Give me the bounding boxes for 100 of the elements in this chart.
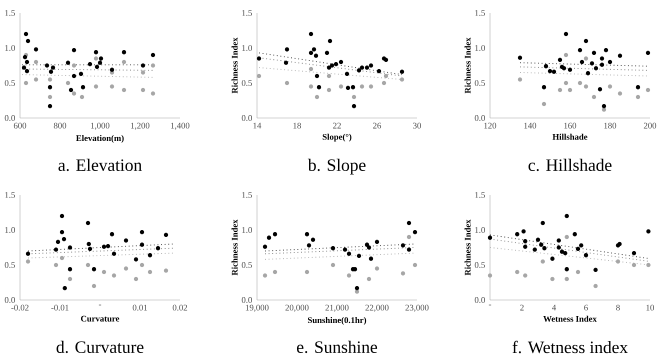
point <box>314 74 320 78</box>
point <box>360 84 364 89</box>
point <box>600 56 604 61</box>
x-tick-label: 1,000 <box>91 122 110 130</box>
point <box>330 262 336 268</box>
point <box>56 240 60 244</box>
point <box>368 84 374 89</box>
point <box>308 32 314 36</box>
point <box>316 85 322 90</box>
point <box>592 94 596 100</box>
x-tick-label: 10 <box>646 304 654 311</box>
point <box>304 232 310 236</box>
point <box>572 232 577 236</box>
x-tick-label: 22 <box>333 122 341 128</box>
point <box>86 220 90 226</box>
point <box>515 232 520 236</box>
point <box>590 61 594 66</box>
point <box>102 244 106 249</box>
point <box>134 257 138 262</box>
text: c. Hillshade <box>528 158 612 172</box>
x-tick-label: 2 <box>520 304 524 310</box>
point <box>346 252 352 256</box>
x-axis-title: Hillshade <box>552 134 588 140</box>
point <box>578 48 582 52</box>
y-tick-label: 0.5 <box>4 80 15 86</box>
point <box>602 104 606 108</box>
point <box>72 48 76 52</box>
point <box>150 63 156 68</box>
y-tick-label: 0.0 <box>242 297 252 303</box>
point <box>342 247 348 252</box>
point <box>88 246 92 252</box>
point <box>122 60 126 64</box>
point <box>310 238 316 242</box>
point <box>604 48 608 52</box>
point <box>412 230 418 234</box>
point <box>66 80 70 86</box>
point <box>262 244 268 249</box>
point <box>618 54 622 58</box>
point <box>368 63 374 68</box>
y-tick-label: 1.5 <box>5 192 15 198</box>
point <box>532 247 537 252</box>
y-tick-label: 1.0 <box>5 227 15 233</box>
point <box>584 38 588 44</box>
y-tick-label: 0.0 <box>4 115 15 121</box>
point <box>352 94 356 100</box>
point <box>488 273 492 278</box>
point <box>24 60 30 64</box>
y-tick-label: 0.0 <box>474 115 485 121</box>
point <box>608 60 612 64</box>
point <box>148 253 152 258</box>
point <box>86 262 90 268</box>
y-tick-label: 1.0 <box>242 227 252 233</box>
point <box>272 270 278 274</box>
point <box>112 273 116 278</box>
point <box>539 242 544 247</box>
point <box>406 247 412 252</box>
point <box>364 65 370 70</box>
point <box>374 240 380 244</box>
point <box>350 85 356 90</box>
point <box>550 276 555 282</box>
y-tick-label: 0.5 <box>4 262 15 268</box>
point <box>80 94 84 100</box>
point <box>68 267 72 272</box>
x-tick-label: 26 <box>373 122 382 129</box>
point <box>34 60 38 64</box>
y-tick-label: 1.0 <box>5 45 15 51</box>
point <box>44 63 50 68</box>
x-tick-label: 23,000 <box>405 304 429 312</box>
point <box>579 243 584 248</box>
point <box>326 88 332 92</box>
x-tick-label: 600 <box>14 122 26 129</box>
point <box>124 238 128 243</box>
point <box>48 104 52 108</box>
point <box>48 70 54 74</box>
point <box>62 286 67 290</box>
point <box>308 84 314 89</box>
point <box>106 244 110 248</box>
point <box>364 242 370 247</box>
point <box>632 250 636 256</box>
point <box>521 229 526 234</box>
x-tick-label: 1,400 <box>171 122 190 130</box>
point <box>312 47 316 52</box>
point <box>540 259 545 264</box>
point <box>594 66 598 70</box>
point <box>110 84 114 89</box>
point <box>314 54 318 58</box>
point <box>60 214 64 218</box>
point <box>548 68 552 74</box>
point <box>68 245 72 250</box>
text: b. Slope <box>308 158 366 175</box>
point <box>515 270 520 274</box>
point <box>48 85 52 90</box>
point <box>636 94 640 100</box>
y-tick-label: 0.5 <box>474 80 485 86</box>
point <box>110 232 114 236</box>
x-tick-label: 22,000 <box>365 304 389 312</box>
point <box>564 52 568 58</box>
x-tick-label: 6 <box>584 304 588 311</box>
point <box>636 85 640 90</box>
point <box>328 38 332 44</box>
